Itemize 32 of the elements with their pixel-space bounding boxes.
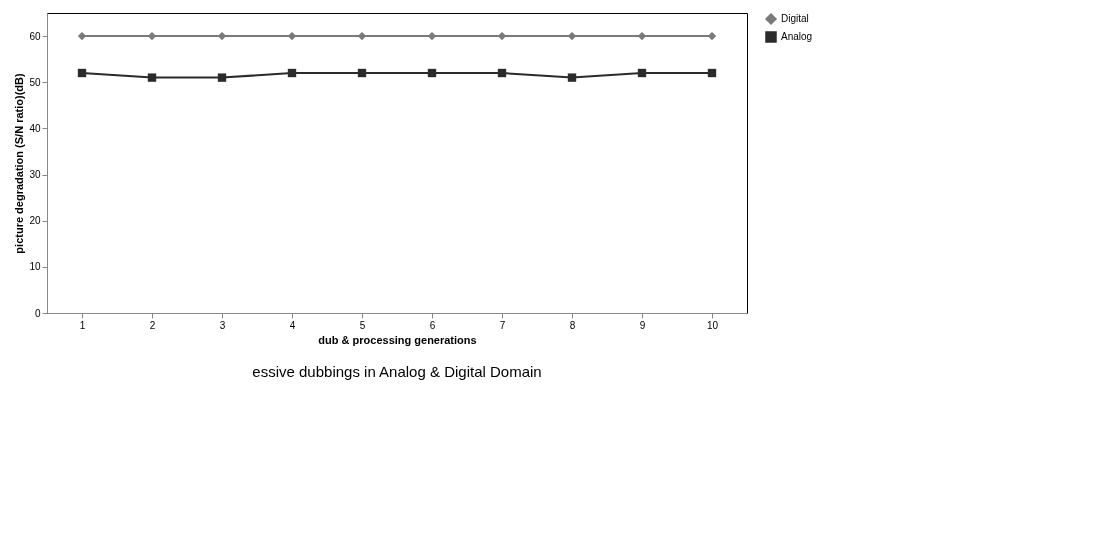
y-tick-label: 50 xyxy=(29,76,41,88)
y-tick-label: 10 xyxy=(29,261,41,273)
x-axis-title: dub & processing generations xyxy=(318,333,477,346)
x-tick-label: 6 xyxy=(429,319,436,331)
point xyxy=(427,68,437,78)
point xyxy=(567,73,577,82)
point xyxy=(637,68,647,78)
point xyxy=(287,68,297,78)
x-tick-label: 3 xyxy=(219,319,226,331)
point xyxy=(77,68,87,78)
x-tick-label: 7 xyxy=(499,319,506,331)
x-tick-label: 1 xyxy=(79,319,86,331)
x-tick-label: 2 xyxy=(149,319,156,331)
y-tick-label: 20 xyxy=(29,215,41,227)
point xyxy=(497,68,507,78)
x-tick-label: 5 xyxy=(359,319,366,331)
y-tick-label: 40 xyxy=(29,122,41,134)
x-tick-label: 4 xyxy=(289,319,296,331)
x-tick-label: 8 xyxy=(569,319,576,331)
y-tick-label: 60 xyxy=(29,30,41,42)
x-tick-label: 10 xyxy=(706,319,719,331)
x-tick-label: 9 xyxy=(639,319,646,331)
legend-label: Analog xyxy=(781,31,813,42)
y-tick-label: 30 xyxy=(29,169,41,181)
point xyxy=(217,73,227,82)
point xyxy=(357,68,367,78)
y-axis-title: picture degradation (S/N ratio)(dB) xyxy=(13,73,26,254)
legend-label: Digital xyxy=(781,13,809,24)
y-tick-label: 0 xyxy=(34,307,41,319)
point xyxy=(707,68,717,78)
point xyxy=(147,73,157,82)
text: essive dubbings in Analog & Digital Domain xyxy=(252,363,542,380)
